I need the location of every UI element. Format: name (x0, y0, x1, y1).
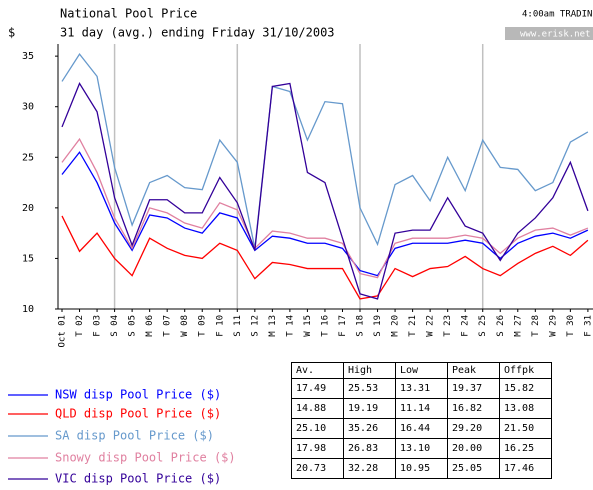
x-tick-label: Oct 01 (58, 315, 68, 348)
x-tick-label: S 05 (128, 315, 138, 337)
table-row: 20.73 32.28 10.95 25.05 17.46 (291, 458, 552, 479)
x-tick-label: T 16 (320, 315, 330, 337)
y-tick-label: 35 (22, 51, 34, 62)
y-tick-label: 25 (22, 152, 34, 163)
table-cell: 11.14 (395, 398, 448, 419)
x-tick-label: S 04 (110, 315, 120, 337)
table-header: Av. High Low Peak Offpk (291, 362, 552, 379)
x-tick-label: W 15 (303, 315, 313, 337)
table-row: 14.88 19.19 11.14 16.82 13.08 (291, 398, 552, 419)
table-cell: 19.19 (343, 398, 396, 419)
table-cell: 32.28 (343, 458, 396, 479)
chart-subtitle: 31 day (avg.) ending Friday 31/10/2003 (60, 26, 335, 40)
series-line (61, 137, 589, 279)
series-line (61, 151, 589, 277)
x-tick-label: F 10 (215, 315, 225, 337)
header-cell: High (343, 362, 396, 379)
x-tick-label: T 30 (566, 315, 576, 337)
table-cell: 21.50 (499, 418, 552, 439)
table-cell: 10.95 (395, 458, 448, 479)
table-row: 17.49 25.53 13.31 19.37 15.82 (291, 378, 552, 399)
x-tick-label: T 02 (75, 315, 85, 337)
x-tick-label: F 17 (338, 315, 348, 337)
header-cell: Offpk (499, 362, 552, 379)
table-cell: 16.82 (447, 398, 500, 419)
x-tick-label: T 07 (163, 315, 173, 337)
y-tick-label: 30 (22, 102, 34, 113)
x-tick-label: S 19 (373, 315, 383, 337)
x-tick-label: W 08 (180, 315, 190, 337)
y-tick-label: 20 (22, 203, 34, 214)
table-row: 25.10 35.26 16.44 29.20 21.50 (291, 418, 552, 439)
table-cell: 16.44 (395, 418, 448, 439)
series-line (61, 82, 589, 300)
x-tick-label: M 27 (513, 315, 523, 337)
header-cell: Low (395, 362, 448, 379)
table-cell: 13.08 (499, 398, 552, 419)
chart-title: National Pool Price (60, 7, 197, 21)
legend-label: Snowy disp Pool Price ($) (55, 451, 236, 465)
x-tick-label: M 20 (391, 315, 401, 337)
table-cell: 13.31 (395, 378, 448, 399)
table-cell: 35.26 (343, 418, 396, 439)
table-cell: 17.98 (291, 438, 344, 459)
x-tick-label: F 03 (93, 315, 103, 337)
source-box (505, 27, 593, 40)
x-tick-label: S 12 (250, 315, 260, 337)
legend-label: VIC disp Pool Price ($) (55, 472, 221, 486)
table-cell: 14.88 (291, 398, 344, 419)
stats-table: Av. High Low Peak Offpk 17.49 25.53 13.31 19.37 1… (291, 362, 552, 479)
x-tick-label: S 26 (496, 315, 506, 337)
x-tick-label: S 18 (356, 315, 366, 337)
y-axis-label: $ (8, 26, 15, 40)
table-cell: 25.10 (291, 418, 344, 439)
header-cell: Av. (291, 362, 344, 379)
table-cell: 20.73 (291, 458, 344, 479)
x-tick-label: W 22 (426, 315, 436, 337)
table-cell: 15.82 (499, 378, 552, 399)
table-cell: 20.00 (447, 438, 500, 459)
legend-label: SA disp Pool Price ($) (55, 429, 214, 443)
y-tick-label: 15 (22, 253, 34, 264)
x-tick-label: M 13 (268, 315, 278, 337)
y-tick-label: 10 (22, 304, 34, 315)
x-tick-label: T 23 (443, 315, 453, 337)
table-cell: 26.83 (343, 438, 396, 459)
source: www.erisk.net (520, 30, 590, 40)
x-tick-label: F 24 (461, 315, 471, 337)
legend-label: NSW disp Pool Price ($) (55, 388, 221, 402)
table-cell: 16.25 (499, 438, 552, 459)
x-tick-label: F 31 (583, 315, 593, 337)
table-cell: 25.05 (447, 458, 500, 479)
time-note: 4:00am TRADING (522, 10, 593, 20)
x-tick-label: T 14 (285, 315, 295, 337)
table-cell: 19.37 (447, 378, 500, 399)
table-cell: 25.53 (343, 378, 396, 399)
table-cell: 13.10 (395, 438, 448, 459)
x-tick-label: T 28 (531, 315, 541, 337)
x-tick-label: T 09 (198, 315, 208, 337)
table-cell: 29.20 (447, 418, 500, 439)
x-tick-label: S 25 (478, 315, 488, 337)
series-line (61, 52, 589, 249)
table-row: 17.98 26.83 13.10 20.00 16.25 (291, 438, 552, 459)
header-cell: Peak (447, 362, 500, 379)
x-tick-label: W 29 (548, 315, 558, 337)
table-cell: 17.49 (291, 378, 344, 399)
table-cell: 17.46 (499, 458, 552, 479)
x-tick-label: T 21 (408, 315, 418, 337)
x-tick-label: M 06 (145, 315, 155, 337)
x-tick-label: S 11 (233, 315, 243, 337)
series-line (61, 215, 589, 300)
legend-label: QLD disp Pool Price ($) (55, 407, 221, 421)
